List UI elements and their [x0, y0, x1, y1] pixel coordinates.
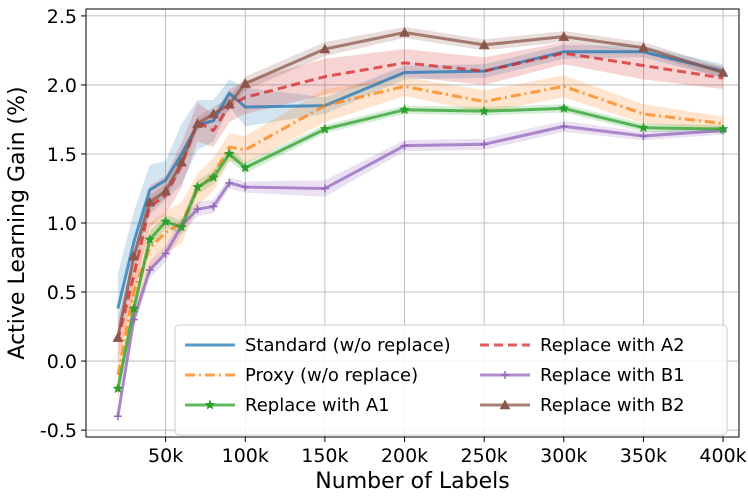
- replace-with-b2-point: [239, 78, 251, 88]
- replace-with-b1-point: [559, 122, 568, 131]
- replace-with-b2-point: [319, 43, 331, 54]
- legend-label: Replace with A1: [245, 395, 390, 416]
- legend-entry: Replace with A2: [480, 335, 685, 356]
- replace-with-a2-band: [117, 42, 724, 362]
- y-tick-label: -0.5: [40, 420, 77, 442]
- replace-with-b1-point: [480, 140, 489, 149]
- replace-with-a1-point: [223, 148, 235, 159]
- replace-with-b1-point: [225, 178, 234, 187]
- replace-with-a1-point: [319, 123, 331, 134]
- replace-with-b2-point: [717, 66, 729, 77]
- confidence-bands: [117, 26, 724, 424]
- legend-entry: Replace with B1: [480, 365, 685, 386]
- replace-with-a1-point: [208, 171, 219, 183]
- standard-w-o-replace-band: [117, 44, 724, 344]
- proxy-w-o-replace-line: [116, 84, 724, 376]
- replace-with-b1-point: [113, 412, 122, 421]
- replace-with-b2-point: [478, 39, 490, 50]
- y-tick-label: 0.0: [47, 351, 77, 373]
- legend: Standard (w/o replace) Replace with A2 Pro…: [174, 324, 728, 436]
- x-tick-label: 400k: [699, 445, 746, 467]
- replace-with-b2-point: [638, 42, 649, 52]
- y-tick-label: 2.0: [47, 75, 77, 97]
- replace-with-b2-point: [128, 250, 140, 261]
- replace-with-b2-band: [117, 26, 724, 345]
- replace-with-a1-point: [160, 215, 172, 227]
- replace-with-b1-point: [209, 202, 218, 211]
- replace-with-b1-point: [193, 205, 202, 214]
- y-tick-label: 2.5: [47, 6, 77, 28]
- replace-with-b1-point: [241, 183, 250, 192]
- legend-entry: Replace with A1: [185, 395, 390, 416]
- y-tick-label: 1.0: [47, 213, 77, 235]
- replace-with-a1-point: [144, 233, 156, 245]
- series-markers: [112, 26, 729, 421]
- replace-with-b2-point: [558, 31, 570, 41]
- replace-with-b2-point: [160, 185, 172, 196]
- replace-with-a1-point: [399, 104, 410, 115]
- replace-with-b1-point: [145, 265, 154, 274]
- replace-with-b2-point: [176, 156, 187, 167]
- x-tick-label: 150k: [301, 445, 348, 467]
- replace-with-a1-point: [478, 105, 490, 116]
- legend-label: Proxy (w/o replace): [245, 365, 418, 386]
- replace-with-b1-point: [639, 132, 648, 141]
- standard-w-o-replace-line: [116, 50, 724, 309]
- replace-with-b1-point: [129, 315, 138, 324]
- proxy-w-o-replace-band: [117, 75, 724, 400]
- replace-with-b2-point: [399, 26, 410, 37]
- legend-marker: [501, 371, 509, 379]
- legend-label: Replace with B2: [540, 395, 685, 416]
- replace-with-a1-point: [239, 162, 251, 173]
- replace-with-b1-point: [320, 184, 329, 193]
- legend-label: Replace with A2: [540, 335, 685, 356]
- replace-with-b2-point: [223, 98, 235, 109]
- replace-with-b2-point: [144, 196, 156, 207]
- legend-box: [174, 324, 728, 436]
- y-tick-label: 1.5: [47, 144, 77, 166]
- replace-with-a1-point: [128, 302, 140, 314]
- x-axis-label: Number of Labels: [315, 469, 509, 494]
- x-tick-label: 50k: [148, 445, 183, 467]
- replace-with-b2-point: [207, 108, 219, 119]
- replace-with-a1-point: [192, 181, 203, 192]
- replace-with-a1-point: [638, 122, 649, 133]
- axis-ticks: 50k 100k 150k 200k 250k 300k 350k 400k -0.5 0.0 0.…: [40, 6, 747, 467]
- legend-marker: [204, 399, 216, 410]
- y-axis-label: Active Learning Gain (%): [5, 86, 30, 359]
- x-tick-label: 300k: [540, 445, 587, 467]
- replace-with-b2-point: [112, 332, 124, 342]
- replace-with-a1-point: [558, 102, 570, 113]
- legend-marker: [499, 399, 511, 410]
- grid-lines: [86, 9, 739, 437]
- replace-with-b1-point: [161, 249, 170, 258]
- replace-with-a1-point: [176, 221, 187, 232]
- x-tick-label: 250k: [461, 445, 508, 467]
- legend-entry: Replace with B2: [480, 395, 685, 416]
- legend-label: Standard (w/o replace): [245, 335, 451, 356]
- x-tick-label: 200k: [381, 445, 428, 467]
- x-tick-label: 350k: [620, 445, 667, 467]
- replace-with-b1-point: [400, 141, 409, 150]
- legend-entry: Proxy (w/o replace): [185, 365, 418, 386]
- y-tick-label: 0.5: [47, 282, 77, 304]
- replace-with-b2-point: [192, 118, 203, 128]
- x-tick-label: 100k: [222, 445, 269, 467]
- replace-with-a1-point: [112, 383, 124, 394]
- legend-label: Replace with B1: [540, 365, 685, 386]
- legend-entry: Standard (w/o replace): [185, 335, 451, 356]
- replace-with-a1-point: [717, 123, 729, 134]
